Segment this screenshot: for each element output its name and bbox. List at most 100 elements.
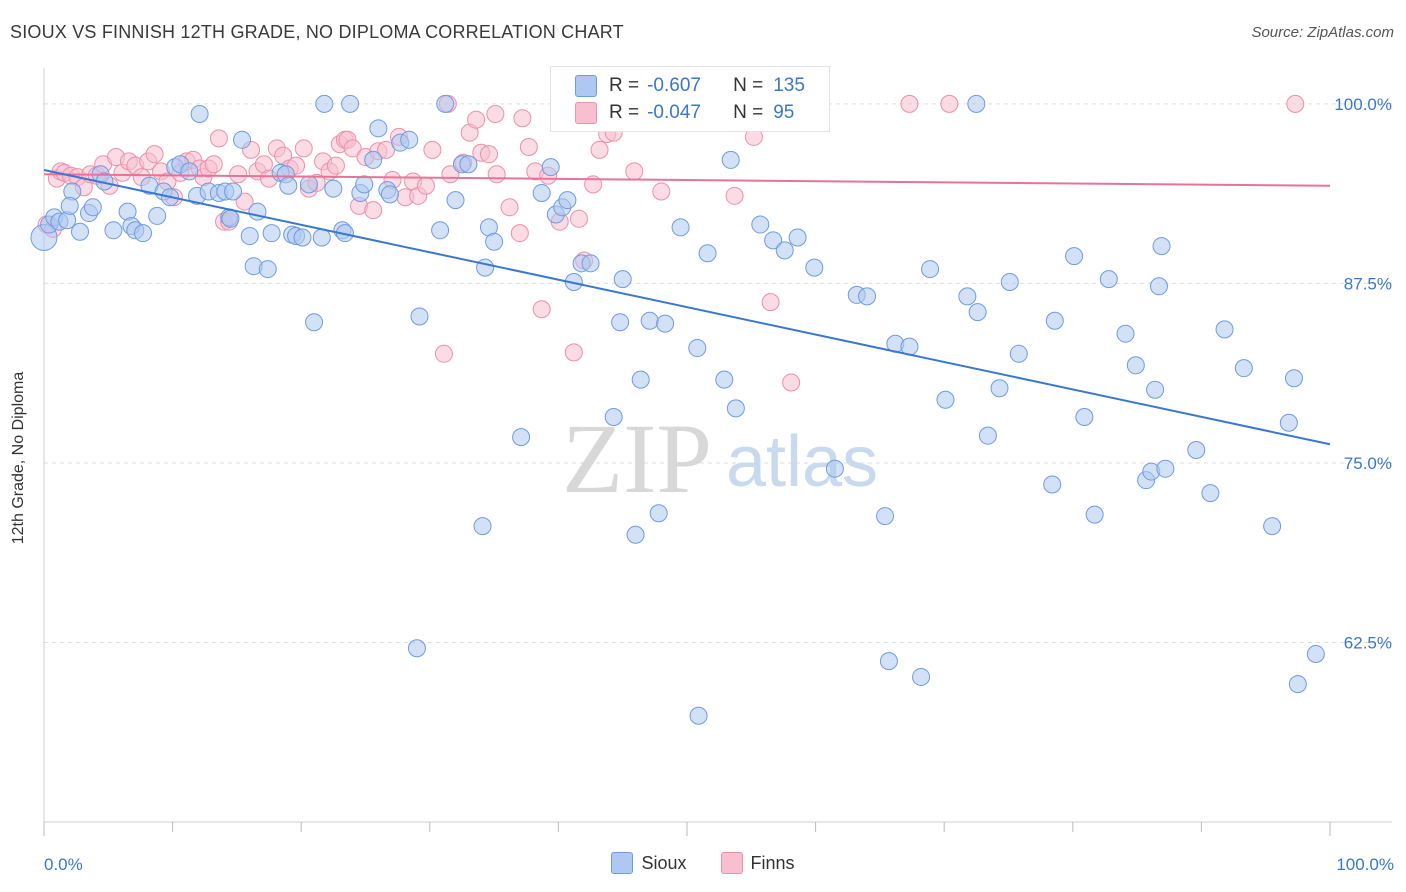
finns-point xyxy=(364,201,383,220)
sioux-point xyxy=(858,287,877,306)
sioux-point xyxy=(1065,247,1084,266)
finns-point xyxy=(1286,94,1305,113)
finns-point xyxy=(487,165,506,184)
sioux-point xyxy=(315,94,334,113)
watermark: ZIP atlas xyxy=(562,403,878,514)
sioux-swatch xyxy=(575,75,597,97)
sioux-point xyxy=(380,185,399,204)
finns-point xyxy=(569,209,588,228)
finns-point xyxy=(510,224,529,243)
finns-point xyxy=(513,109,532,128)
sioux-point xyxy=(990,379,1009,398)
sioux-point xyxy=(148,206,167,225)
finns-point xyxy=(423,140,442,159)
sioux-point xyxy=(512,428,531,447)
finns-legend-swatch xyxy=(720,852,743,874)
finns-point xyxy=(145,145,164,164)
sioux-point xyxy=(258,260,277,279)
sioux-point xyxy=(262,224,281,243)
sioux-point xyxy=(541,158,560,177)
finns-point xyxy=(590,140,609,159)
legend-item-sioux[interactable]: Sioux xyxy=(611,852,687,874)
sioux-point xyxy=(978,426,997,445)
sioux-point xyxy=(825,459,844,478)
sioux-point xyxy=(1215,320,1234,339)
sioux-legend-swatch xyxy=(611,852,634,874)
finns-points xyxy=(37,94,1305,392)
sioux-points xyxy=(30,94,1325,725)
sioux-point xyxy=(1085,505,1104,524)
finns-point xyxy=(377,140,396,159)
sioux-point xyxy=(532,183,551,202)
finns-point xyxy=(625,162,644,181)
y-tick-labels: 100.0% 87.5% 75.0% 62.5% xyxy=(1334,95,1392,653)
sioux-point xyxy=(604,407,623,426)
sioux-point xyxy=(60,196,79,215)
sioux-point xyxy=(221,209,240,228)
sioux-point xyxy=(369,119,388,138)
y-tick-label: 75.0% xyxy=(1344,454,1392,473)
finns-n-value: 95 xyxy=(773,102,795,123)
sioux-point xyxy=(134,224,153,243)
finns-point xyxy=(209,129,228,148)
sioux-point xyxy=(436,94,455,113)
r-label: R = xyxy=(609,102,640,123)
watermark-zip: ZIP xyxy=(562,403,712,514)
finns-r-value: -0.047 xyxy=(647,102,701,123)
sioux-point xyxy=(649,504,668,523)
watermark-atlas: atlas xyxy=(726,422,878,502)
finns-point xyxy=(782,373,801,392)
finns-point xyxy=(532,300,551,319)
sioux-point xyxy=(1279,413,1298,432)
chart-title: SIOUX VS FINNISH 12TH GRADE, NO DIPLOMA … xyxy=(10,22,624,42)
sioux-point xyxy=(476,258,495,277)
finns-point xyxy=(294,139,313,158)
sioux-point xyxy=(1201,484,1220,503)
r-label: R = xyxy=(609,75,640,96)
sioux-point xyxy=(626,525,645,544)
sioux-point xyxy=(299,175,318,194)
sioux-point xyxy=(1284,369,1303,388)
sioux-point xyxy=(364,150,383,169)
sioux-point xyxy=(721,150,740,169)
sioux-point xyxy=(1075,407,1094,426)
sioux-point xyxy=(407,639,426,658)
x-tick-label: 100.0% xyxy=(1336,855,1394,874)
stats-row-finns: R = -0.047 N = 95 xyxy=(575,100,794,126)
sioux-point xyxy=(1263,517,1282,536)
sioux-point xyxy=(775,241,794,260)
sioux-n-value: 135 xyxy=(773,75,805,96)
sioux-point xyxy=(751,215,770,234)
x-tick-labels: 0.0% 100.0% xyxy=(44,855,1394,874)
finns-point xyxy=(564,343,583,362)
sioux-point xyxy=(305,313,324,332)
sioux-point xyxy=(485,232,504,251)
y-tick-label: 62.5% xyxy=(1344,633,1392,652)
sioux-point xyxy=(459,155,478,174)
sioux-point xyxy=(104,221,123,240)
legend-item-finns[interactable]: Finns xyxy=(720,852,795,874)
trend-lines xyxy=(43,168,1331,446)
finns-point xyxy=(761,293,780,312)
sioux-point xyxy=(1306,644,1325,663)
sioux-point xyxy=(1288,675,1307,694)
sioux-point xyxy=(958,287,977,306)
stats-legend: R = -0.607 N = 135 R = -0.047 N = 95 xyxy=(550,66,830,132)
sioux-point xyxy=(726,399,745,418)
sioux-point xyxy=(410,307,429,326)
sioux-point xyxy=(689,706,708,725)
sioux-point xyxy=(921,260,940,279)
finns-swatch xyxy=(575,102,597,124)
y-tick-label: 87.5% xyxy=(1344,274,1392,293)
sioux-point xyxy=(355,175,374,194)
sioux-point xyxy=(240,227,259,246)
sioux-r-value: -0.607 xyxy=(647,75,701,96)
finns-point xyxy=(519,137,538,156)
sioux-point xyxy=(912,667,931,686)
sioux-point xyxy=(968,303,987,322)
bottom-legend: Sioux Finns xyxy=(0,852,1406,874)
sioux-point xyxy=(71,222,90,241)
sioux-point xyxy=(431,221,450,240)
finns-point xyxy=(343,139,362,158)
